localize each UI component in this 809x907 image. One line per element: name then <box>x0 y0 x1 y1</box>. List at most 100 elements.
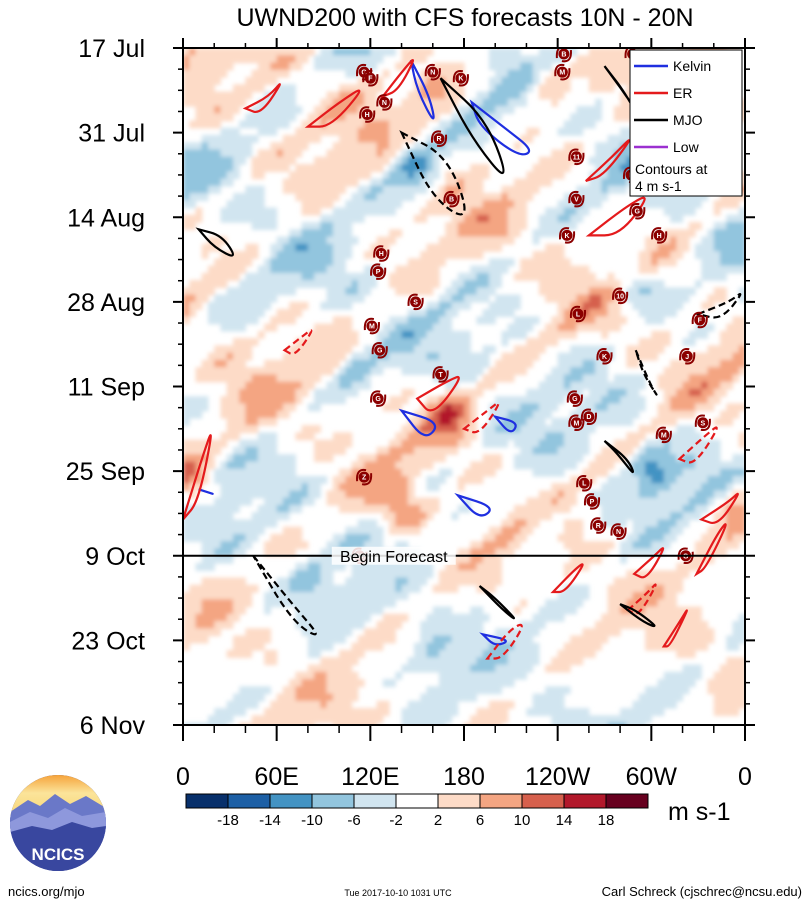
storm-name: K <box>458 76 463 83</box>
colorbar-tick-label: -14 <box>259 812 281 829</box>
storm-eye <box>572 308 584 320</box>
storm-eye <box>578 477 590 489</box>
storm-swirl-top <box>373 245 384 258</box>
colorbar-tick-label: 10 <box>514 812 531 829</box>
storm-swirl-top <box>569 305 581 319</box>
storm-name: L <box>576 311 581 318</box>
storm-swirl-top <box>580 408 592 421</box>
y-tick-label: 14 Aug <box>67 204 145 232</box>
contour-er-17 <box>661 609 688 648</box>
storm-marker-39: N <box>610 523 627 540</box>
storm-eye <box>570 151 582 163</box>
storm-eye <box>378 96 390 108</box>
storm-swirl-top <box>568 190 579 204</box>
colorbar-swatch <box>353 793 397 809</box>
storm-marker-14: B <box>443 190 460 208</box>
storm-name: D <box>586 414 591 421</box>
colorbar-swatch <box>521 793 565 809</box>
storm-marker-33: M <box>568 414 585 432</box>
storm-name: F <box>368 76 373 83</box>
forecast-start-label: Begin Forecast <box>340 549 448 566</box>
storm-swirl-bottom <box>589 497 601 510</box>
footer-timestamp: Tue 2017-10-10 1031 UTC <box>344 888 452 898</box>
storm-swirl-bottom <box>661 430 672 444</box>
colorbar-tick-label: 6 <box>476 812 484 829</box>
storm-swirl-top <box>576 474 587 488</box>
storm-swirl-bottom <box>685 352 696 365</box>
storm-swirl-bottom <box>436 134 448 147</box>
storm-swirl-top <box>432 366 443 379</box>
storm-swirl-bottom <box>377 346 388 359</box>
storm-swirl-top <box>568 148 579 161</box>
storm-swirl-bottom <box>586 412 597 425</box>
contour-er-8 <box>304 89 361 128</box>
storm-name: H <box>379 251 384 258</box>
storm-marker-38: R <box>590 517 607 534</box>
colorbar-tick-label: -10 <box>301 812 323 829</box>
storm-marker-37: Z <box>356 468 373 486</box>
storm-eye <box>556 66 568 78</box>
x-tick-label: 60W <box>626 763 678 791</box>
contour-er-23 <box>677 426 718 464</box>
storm-marker-35: M <box>655 426 672 444</box>
storm-swirl-bottom <box>574 418 585 432</box>
contour-er-11 <box>183 434 212 521</box>
storm-marker-20: P <box>370 263 387 280</box>
contour-kelvin-2 <box>492 414 517 433</box>
storm-swirl-bottom <box>574 195 585 208</box>
storm-name: N <box>616 529 621 536</box>
x-axis: 0 60E 120E 180 120W 60W 0 <box>176 38 752 791</box>
storm-eye <box>613 526 625 538</box>
x-tick-label: 60E <box>254 763 298 791</box>
storm-marker-11: R <box>430 130 448 147</box>
storm-swirl-top <box>363 317 375 331</box>
storm-eye <box>558 48 570 60</box>
storm-marker-22: 10 <box>612 287 629 305</box>
storm-swirl-top <box>590 517 601 530</box>
storm-eye <box>592 520 604 532</box>
x-tick-label: 0 <box>176 763 190 791</box>
storm-name: K <box>602 354 607 361</box>
storm-marker-17: K <box>558 227 576 244</box>
contour-er-21 <box>485 623 523 660</box>
storm-swirl-top <box>407 293 418 306</box>
storm-swirl-top <box>566 390 578 403</box>
storm-swirl-bottom <box>375 267 387 280</box>
colorbar-swatch <box>437 793 481 809</box>
storm-eye <box>372 266 384 278</box>
colorbar-swatch <box>311 793 355 809</box>
legend-box <box>629 49 743 197</box>
logo-text: NCICS <box>32 845 85 864</box>
storm-name: G <box>635 209 641 216</box>
storm-name: R <box>596 523 601 530</box>
storm-eye <box>435 368 447 380</box>
colorbar-swatch <box>479 793 523 809</box>
storm-swirl-bottom <box>449 195 460 208</box>
storm-swirl-bottom <box>582 479 593 492</box>
storm-swirl-bottom <box>656 231 668 244</box>
storm-eye <box>658 429 670 441</box>
storm-name: R <box>436 136 441 143</box>
colorbar-tick-label: -18 <box>217 812 239 829</box>
colorbar-swatch <box>605 793 649 809</box>
contour-mjo-28 <box>619 603 656 628</box>
storm-eye <box>361 108 373 120</box>
legend-label-er: ER <box>673 85 692 101</box>
contour-er-16 <box>693 523 727 578</box>
storm-marker-40: L <box>576 474 593 492</box>
storm-eye <box>374 344 386 356</box>
storm-swirl-top <box>376 94 387 107</box>
storm-swirl-top <box>370 263 381 276</box>
storm-eye <box>427 66 439 78</box>
storm-marker-21: S <box>407 293 424 311</box>
storm-marker-29: T <box>432 366 449 383</box>
storm-swirl-bottom <box>365 110 376 123</box>
storm-marker-18: H <box>651 227 668 244</box>
storm-eye <box>653 229 665 241</box>
storm-swirl-top <box>677 547 688 560</box>
storm-swirl-top <box>356 468 367 482</box>
storm-name: T <box>438 372 443 379</box>
storm-swirl-top <box>691 311 702 325</box>
legend-label-kelvin: Kelvin <box>673 58 711 74</box>
